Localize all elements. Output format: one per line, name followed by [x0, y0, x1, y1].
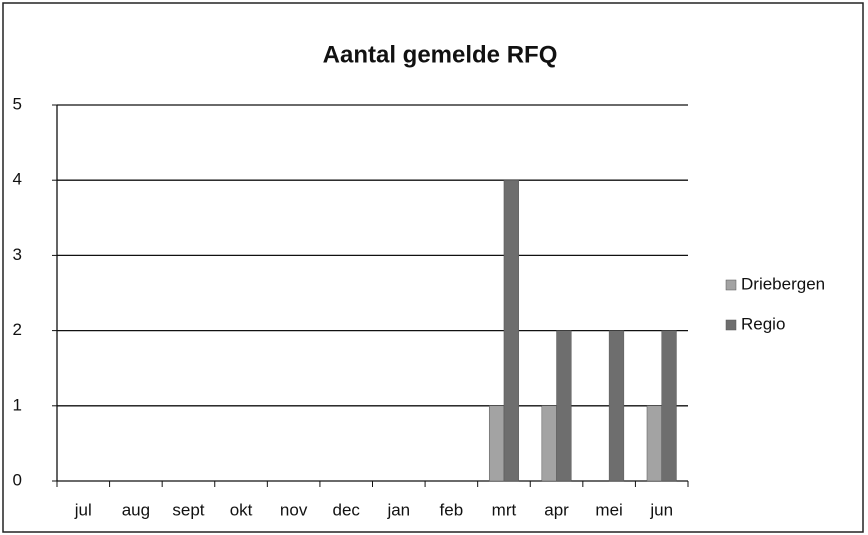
x-tick-label: feb: [440, 500, 464, 519]
x-tick-label: jan: [386, 500, 410, 519]
x-tick-label: jun: [649, 500, 673, 519]
x-tick-label: mrt: [492, 500, 517, 519]
bar: [488, 405, 505, 482]
x-tick-label: jul: [74, 500, 92, 519]
y-tick-label: 4: [13, 170, 22, 189]
y-tick-label: 3: [13, 245, 22, 264]
y-tick-label: 1: [13, 395, 22, 414]
legend-swatch: [725, 279, 737, 291]
bar: [646, 405, 662, 482]
x-tick-label: sept: [172, 500, 204, 519]
x-tick-label: nov: [280, 500, 308, 519]
x-tick-label: apr: [544, 500, 569, 519]
bar: [556, 330, 572, 482]
bar: [608, 330, 625, 482]
bar: [503, 179, 519, 482]
chart-title: Aantal gemelde RFQ: [323, 41, 558, 68]
bar: [541, 405, 557, 482]
y-tick-label: 5: [13, 94, 22, 113]
x-tick-label: dec: [332, 500, 360, 519]
bar: [661, 330, 677, 482]
legend-label: Regio: [741, 314, 785, 333]
y-tick-label: 0: [13, 470, 22, 489]
x-tick-label: aug: [122, 500, 150, 519]
x-tick-label: okt: [230, 500, 253, 519]
x-tick-label: mei: [595, 500, 622, 519]
y-tick-label: 2: [13, 320, 22, 339]
legend-label: Driebergen: [741, 274, 825, 293]
legend-swatch: [725, 319, 737, 331]
